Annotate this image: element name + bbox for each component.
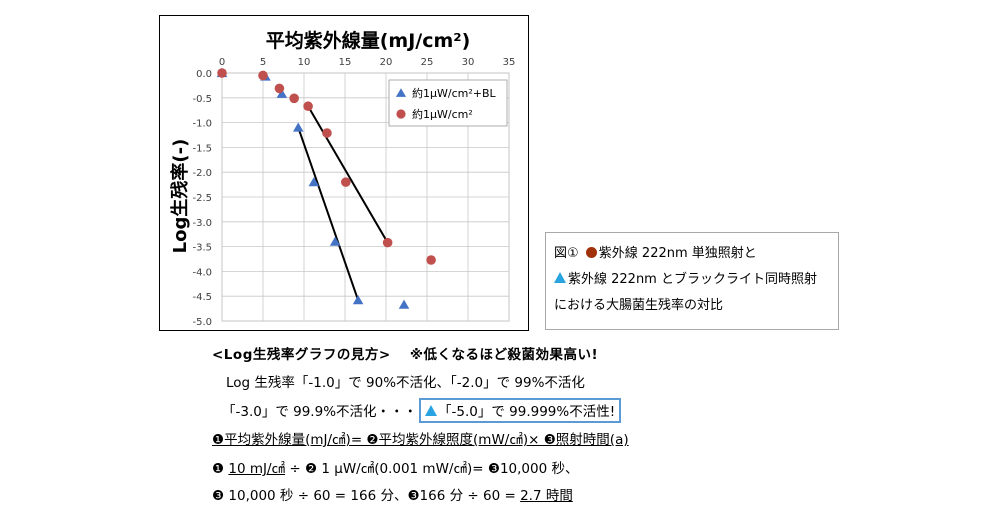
triangle-data-point	[352, 295, 364, 305]
notes-line-2-prefix: 「-3.0」で 99.9%不活化・・・	[222, 404, 418, 420]
y-tick-label: -5.0	[192, 317, 212, 328]
trend-line	[297, 127, 360, 301]
y-axis-label: Log生残率(-)	[169, 139, 191, 254]
y-tick-label: -4.5	[192, 292, 212, 303]
circle-data-point	[322, 128, 332, 138]
circle-data-point	[258, 70, 268, 81]
y-tick-label: -0.5	[192, 94, 212, 105]
legend-box	[388, 79, 508, 127]
notes-heading: <Log生残率グラフの見方>	[212, 347, 391, 363]
x-tick-label: 35	[503, 57, 516, 68]
triangle-data-point	[292, 122, 304, 132]
x-tick-label: 5	[260, 57, 266, 68]
notes-line-4-part2: ÷ ❷ 1 μW/㎠(0.001 mW/㎠)= ❸10,000 秒、	[285, 461, 579, 477]
trend-line	[307, 105, 389, 244]
x-tick-label: 30	[462, 57, 475, 68]
y-tick-label: -3.0	[192, 218, 212, 229]
y-tick-label: -3.5	[192, 243, 212, 254]
caption-line-2: 紫外線 222nm とブラックライト同時照射	[554, 267, 838, 293]
notes-highlight-text: 「-5.0」で 99.999%不活性!	[438, 404, 616, 420]
circle-data-point	[426, 255, 436, 265]
triangle-marker-icon	[425, 405, 438, 416]
notes-result: 2.7 時間	[520, 488, 573, 504]
y-tick-label: -4.0	[192, 267, 212, 278]
circle-marker-icon	[585, 247, 597, 258]
notes-line-5-part1: ❸ 10,000 秒 ÷ 60 = 166 分、❸166 分 ÷ 60 =	[212, 488, 521, 504]
circle-data-point	[382, 237, 393, 248]
y-tick-label: -1.5	[192, 143, 212, 154]
notes-formula: ❶平均紫外線量(mJ/㎠)= ❷平均紫外線照度(mW/㎠)× ❸照射時間(a)	[212, 432, 629, 448]
y-tick-label: -1.0	[192, 119, 212, 130]
x-tick-label: 25	[421, 57, 434, 68]
caption-text-2: 紫外線 222nm とブラックライト同時照射	[568, 272, 817, 287]
notes-line-1: Log 生残率「-1.0」で 90%不活化、「-2.0」で 99%不活化	[226, 375, 585, 391]
notes-line-5: ❸ 10,000 秒 ÷ 60 = 166 分、❸166 分 ÷ 60 = 2.…	[212, 484, 573, 504]
chart-title: 平均紫外線量(mJ/cm²)	[266, 29, 471, 52]
caption-figure-number: 図①	[554, 246, 579, 261]
caption-text-3: における大腸菌生残率の対比	[554, 298, 724, 313]
legend-label: 約1μW/cm²	[412, 107, 473, 121]
x-tick-label: 15	[339, 57, 352, 68]
circle-data-point	[217, 68, 227, 78]
x-tick-label: 10	[298, 57, 311, 68]
circle-data-point	[289, 93, 299, 104]
legend-label: 約1μW/cm²+BL	[412, 86, 497, 100]
y-tick-label: -2.0	[192, 168, 212, 179]
figure-caption: 図① 紫外線 222nm 単独照射と 紫外線 222nm とブラックライト同時照…	[545, 232, 839, 330]
caption-line-3: における大腸菌生残率の対比	[554, 293, 838, 319]
caption-line-1: 図① 紫外線 222nm 単独照射と	[554, 241, 838, 267]
notes-line-4: ❶ 10 mJ/㎠ ÷ ❷ 1 μW/㎠(0.001 mW/㎠)= ❸10,00…	[212, 457, 578, 477]
triangle-marker-icon	[554, 272, 566, 283]
caption-text-1: 紫外線 222nm 単独照射と	[598, 246, 757, 261]
circle-data-point	[274, 83, 285, 94]
circle-data-point	[341, 177, 351, 187]
legend-marker	[395, 88, 407, 97]
notes-line-2: 「-3.0」で 99.9%不活化・・・ 「-5.0」で 99.999%不活性!	[222, 398, 622, 423]
notes-heading-note: ※低くなるほど殺菌効果高い!	[409, 347, 599, 363]
x-tick-label: 20	[380, 57, 393, 68]
notes-heading-line: <Log生残率グラフの見方> ※低くなるほど殺菌効果高い!	[212, 343, 598, 363]
notes-line-4-part1: ❶	[212, 461, 229, 477]
chart-legend: 約1μW/cm²+BL 約1μW/cm²	[388, 79, 508, 127]
scatter-chart: 平均紫外線量(mJ/cm²) 0 5 10 15 20 25 30 35 0.0 -0.5 -1.0…	[169, 29, 516, 328]
chart-panel: 平均紫外線量(mJ/cm²) 0 5 10 15 20 25 30 35 0.0 -0.5 -1.0…	[159, 15, 529, 331]
legend-marker	[396, 109, 406, 119]
y-tick-label: -2.5	[192, 193, 212, 204]
triangle-data-point	[276, 88, 288, 98]
y-tick-label: 0.0	[196, 69, 212, 80]
x-tick-label: 0	[219, 57, 225, 68]
triangle-data-point	[398, 299, 410, 309]
triangle-data-point	[308, 177, 320, 187]
notes-highlight-box: 「-5.0」で 99.999%不活性!	[419, 398, 622, 423]
triangle-data-point	[329, 236, 341, 246]
circle-data-point	[303, 101, 313, 112]
notes-value-dose: 10 mJ/㎠	[228, 461, 286, 477]
